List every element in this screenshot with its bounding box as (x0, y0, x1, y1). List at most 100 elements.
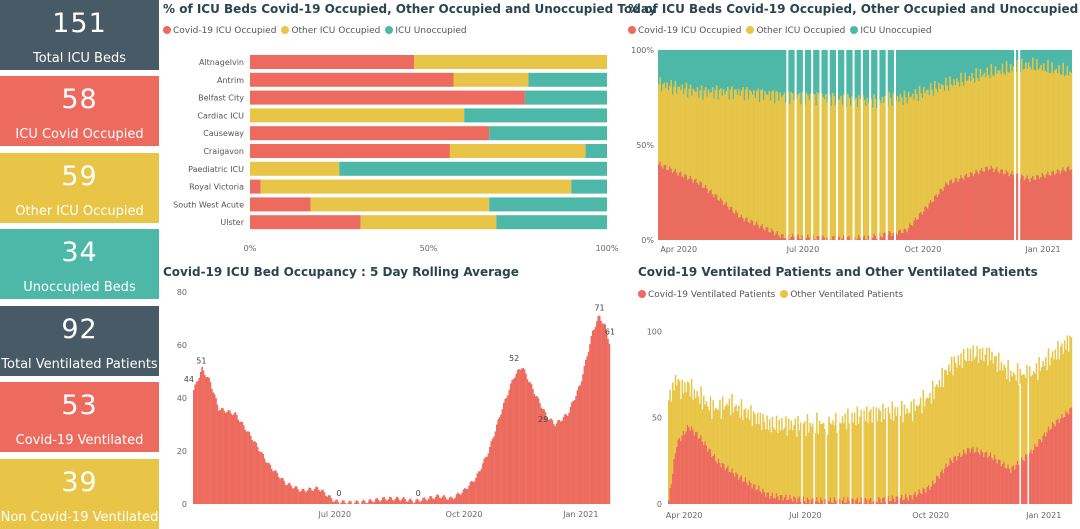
area-slice-covid (876, 239, 878, 240)
bar-segment-other (764, 422, 766, 492)
area-slice-other (1046, 72, 1048, 174)
area-slice-covid (1022, 176, 1024, 240)
bar-segment-covid (948, 465, 950, 504)
bar-segment[interactable] (250, 73, 453, 87)
bar (376, 498, 378, 504)
bar-segment[interactable] (414, 55, 607, 69)
bar-segment-other (964, 360, 966, 453)
bar-segment-other (1065, 350, 1067, 411)
bar (578, 386, 580, 504)
bar-segment[interactable] (528, 73, 607, 87)
bar-segment-covid (694, 435, 696, 504)
bar-segment-covid (943, 473, 945, 504)
area-slice-covid (970, 172, 972, 240)
bar (310, 488, 312, 504)
bar-segment-other (881, 422, 883, 503)
bar-segment-other (1056, 359, 1058, 419)
bar-segment[interactable] (250, 180, 261, 194)
area-slice-other (748, 99, 750, 222)
bar-segment[interactable] (361, 215, 497, 229)
bar (589, 344, 591, 504)
bar (446, 499, 448, 504)
area-slice-covid (917, 219, 919, 240)
area-slice-covid (875, 236, 877, 240)
area-slice-other (683, 94, 685, 178)
bar-segment-other (855, 425, 857, 500)
bar-segment[interactable] (250, 108, 464, 122)
legend-item[interactable]: Covid-19 ICU Occupied (628, 26, 741, 36)
legend-item[interactable]: Other Ventilated Patients (780, 290, 903, 300)
bar-segment-covid (937, 476, 939, 504)
bar-segment[interactable] (261, 180, 572, 194)
bar-segment[interactable] (250, 55, 414, 69)
area-slice-other (851, 96, 853, 240)
bar-segment-covid (909, 495, 911, 504)
category-label: Paediatric ICU (188, 165, 244, 174)
area-slice-covid (890, 233, 892, 240)
bar (509, 390, 511, 504)
bar (600, 321, 602, 504)
bar-segment-covid (927, 487, 929, 504)
area-slice-other (953, 79, 955, 182)
legend-dot-icon (780, 290, 788, 298)
legend-item[interactable]: Covid-19 Ventilated Patients (638, 290, 775, 300)
bar-segment[interactable] (311, 197, 490, 211)
bar (588, 352, 590, 504)
bar-segment[interactable] (250, 197, 311, 211)
area-slice-covid (789, 239, 791, 240)
bar-segment-covid (858, 503, 860, 504)
area-slice-other (767, 95, 769, 227)
bar-segment[interactable] (453, 73, 528, 87)
bar-segment-other (843, 423, 845, 497)
area-slice-covid (702, 188, 704, 240)
x-tick-label: Jan 2021 (1024, 245, 1060, 254)
area-slice-other (719, 90, 721, 201)
legend-item[interactable]: Other ICU Occupied (281, 26, 380, 36)
bar (552, 420, 554, 504)
bar-segment-covid (1059, 423, 1061, 504)
bar-segment-other (958, 355, 960, 456)
bar-segment[interactable] (250, 162, 339, 176)
bar-segment[interactable] (525, 91, 607, 105)
bar-segment-covid (1011, 466, 1013, 504)
bar-segment-covid (676, 447, 678, 504)
bar-segment-covid (890, 501, 892, 504)
bar-segment[interactable] (450, 144, 586, 158)
area-slice-other (842, 105, 844, 239)
bar-segment[interactable] (496, 215, 607, 229)
area-slice-covid (859, 238, 861, 240)
bar-segment[interactable] (250, 126, 489, 140)
legend-item[interactable]: Other ICU Occupied (746, 26, 845, 36)
bar-segment-other (925, 399, 927, 493)
bar (603, 324, 605, 504)
bar-segment[interactable] (250, 215, 361, 229)
bar (331, 498, 333, 504)
bar-segment[interactable] (464, 108, 607, 122)
bar-segment[interactable] (586, 144, 607, 158)
bar-segment-covid (970, 452, 972, 504)
bar (349, 501, 351, 504)
bar-segment-other (842, 416, 844, 500)
area-slice-covid (1062, 167, 1064, 240)
area-slice-other (938, 83, 940, 194)
bar-segment[interactable] (250, 144, 450, 158)
bar-segment-covid (1046, 432, 1048, 504)
bar-segment[interactable] (489, 197, 607, 211)
area-slice-covid (843, 235, 845, 240)
bar-segment[interactable] (250, 91, 525, 105)
legend-item[interactable]: Covid-19 ICU Occupied (163, 26, 276, 36)
legend-item[interactable]: ICU Unoccupied (850, 26, 931, 36)
y-tick-label: 0% (641, 236, 654, 245)
bar-segment-covid (1061, 414, 1063, 504)
bar (478, 471, 480, 504)
bar-segment-other (677, 379, 679, 439)
bar-segment-other (945, 370, 947, 463)
legend-item[interactable]: ICU Unoccupied (385, 26, 466, 36)
bar-segment[interactable] (489, 126, 607, 140)
area-slice-covid (995, 169, 997, 240)
bar-segment[interactable] (339, 162, 607, 176)
area-slice-covid (753, 226, 755, 240)
bar-segment[interactable] (571, 180, 607, 194)
